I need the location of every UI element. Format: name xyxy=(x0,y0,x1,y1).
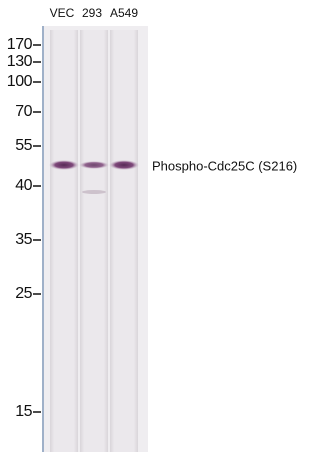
marker-label: 40 xyxy=(15,177,32,194)
marker-label: 100 xyxy=(7,73,33,90)
marker-label: 55 xyxy=(15,137,32,154)
band xyxy=(49,160,79,170)
marker-label: 35 xyxy=(15,231,32,248)
lane-label: 293 xyxy=(82,6,102,20)
band-label: Phospho-Cdc25C (S216) xyxy=(152,158,297,173)
faint-band xyxy=(82,190,106,194)
lane-label: VEC xyxy=(50,6,75,20)
marker-label: 170 xyxy=(7,36,33,53)
marker-label: 25 xyxy=(15,285,32,302)
band xyxy=(79,161,109,169)
marker-label: 70 xyxy=(15,103,32,120)
lane xyxy=(80,30,108,452)
marker-label: 15 xyxy=(15,403,32,420)
marker-label: 130 xyxy=(7,53,33,70)
lane-label: A549 xyxy=(110,6,138,20)
lane xyxy=(110,30,138,452)
lane xyxy=(50,30,78,452)
western-blot: Phospho-Cdc25C (S216) VEC 293 A549 170130 10… xyxy=(0,0,319,452)
band xyxy=(109,160,139,170)
